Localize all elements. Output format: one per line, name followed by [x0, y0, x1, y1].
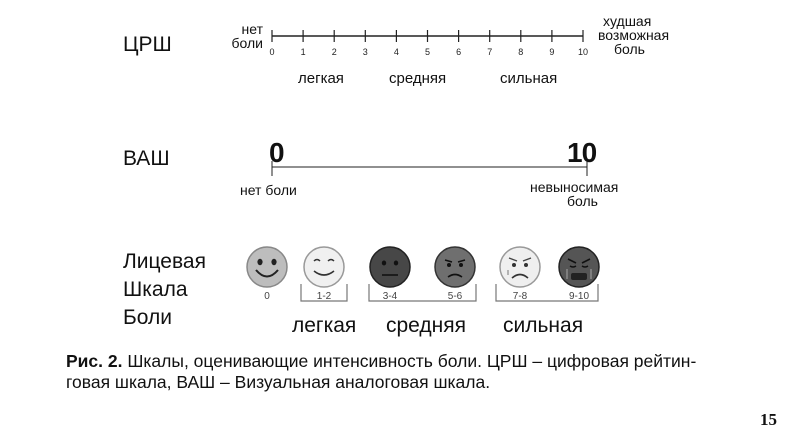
nrs-tick-label-4: 4 — [394, 47, 399, 57]
nrs-scale: 0 1 2 3 4 5 6 7 8 9 10 — [269, 30, 588, 57]
nrs-tick-marks — [271, 30, 584, 42]
caption-line1: Шкалы, оценивающие интенсивность боли. Ц… — [122, 351, 697, 371]
nrs-tick-label-6: 6 — [456, 47, 461, 57]
vas-scale — [271, 161, 588, 176]
nrs-left-label-line1: нет — [241, 21, 263, 37]
nrs-tick-label-0: 0 — [269, 47, 274, 57]
faces-label-line1: Лицевая — [123, 250, 206, 273]
vas-right-label-line2: боль — [567, 193, 598, 209]
face-0-label: 0 — [264, 291, 270, 302]
nrs-category-severe: сильная — [500, 70, 558, 87]
figure-caption: Рис. 2. Шкалы, оценивающие интенсивность… — [66, 351, 696, 393]
face-5-label: 9-10 — [568, 291, 589, 302]
face-5-icon — [558, 246, 600, 288]
face-2-icon — [369, 246, 411, 288]
nrs-right-label-line2: возможная — [598, 27, 670, 43]
faces-category-mild: легкая — [292, 314, 357, 337]
face-2-label: 3-4 — [382, 291, 398, 302]
face-1-icon — [303, 246, 345, 288]
nrs-tick-labels: 0 1 2 3 4 5 6 7 8 9 10 — [269, 47, 588, 57]
vas-label: ВАШ — [123, 147, 170, 170]
face-3-label: 5-6 — [447, 291, 463, 302]
nrs-tick-label-3: 3 — [363, 47, 368, 57]
faces-label: Лицевая Шкала Боли — [123, 248, 206, 332]
nrs-tick-label-5: 5 — [425, 47, 430, 57]
caption-figure-number: Рис. 2. — [66, 351, 123, 371]
vas-left-label: нет боли — [240, 182, 297, 198]
vas-min-value: 0 — [269, 137, 285, 168]
bracket-moderate — [368, 284, 477, 302]
faces-category-severe: сильная — [503, 314, 584, 337]
nrs-category-mild: легкая — [298, 70, 344, 87]
face-1-label: 1-2 — [316, 291, 332, 302]
nrs-tick-label-7: 7 — [487, 47, 492, 57]
nrs-left-label-line2: боли — [231, 35, 264, 51]
bracket-severe — [495, 284, 599, 302]
nrs-tick-label-10: 10 — [578, 47, 588, 57]
faces-label-line2: Шкала — [123, 278, 188, 301]
faces-label-line3: Боли — [123, 306, 172, 329]
bracket-mild — [300, 284, 348, 302]
page-number: 15 — [760, 410, 777, 429]
nrs-right-label-line3: боль — [614, 41, 645, 57]
nrs-tick-label-8: 8 — [518, 47, 523, 57]
vas-right-label-line1: невыносимая — [530, 179, 619, 195]
nrs-right-label-line1: худшая — [603, 13, 652, 29]
face-4-icon — [499, 246, 541, 288]
faces-category-moderate: средняя — [386, 314, 466, 337]
vas-max-value: 10 — [567, 137, 597, 168]
nrs-label: ЦРШ — [123, 33, 172, 56]
nrs-tick-label-2: 2 — [332, 47, 337, 57]
nrs-tick-label-9: 9 — [549, 47, 554, 57]
nrs-left-label: нет боли — [227, 21, 264, 50]
nrs-category-moderate: средняя — [389, 70, 447, 87]
face-4-label: 7-8 — [512, 291, 528, 302]
nrs-right-label: худшая возможная боль — [598, 14, 669, 56]
face-0-icon — [246, 246, 288, 288]
faces-scale — [246, 246, 600, 302]
caption-line2: говая шкала, ВАШ – Визуальная аналоговая… — [66, 372, 491, 392]
face-3-icon — [434, 246, 476, 288]
vas-right-label: невыносимая боль — [530, 180, 618, 208]
nrs-tick-label-1: 1 — [301, 47, 306, 57]
